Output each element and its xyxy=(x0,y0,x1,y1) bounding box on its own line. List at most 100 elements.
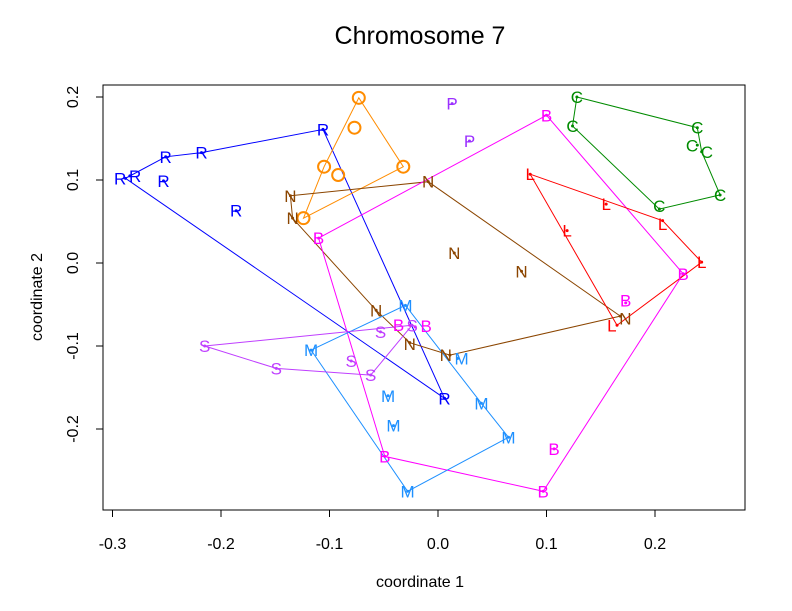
point-marker-N-2 xyxy=(426,180,430,184)
point-S-2: S xyxy=(346,352,357,371)
point-S-4: S xyxy=(365,366,376,385)
x-tick-label: -0.2 xyxy=(207,536,235,553)
point-L-1: L xyxy=(601,195,610,214)
point-marker-N-1 xyxy=(291,216,295,220)
point-marker-L-5 xyxy=(615,323,619,327)
point-O-5 xyxy=(296,211,311,226)
point-N-6: N xyxy=(404,335,416,354)
point-marker-S-4 xyxy=(369,373,373,377)
point-marker-M-4 xyxy=(392,424,396,428)
point-B-5: B xyxy=(421,317,432,336)
point-N-8: N xyxy=(619,310,631,329)
point-marker-L-1 xyxy=(604,202,608,206)
point-marker-B-2 xyxy=(624,301,628,305)
point-marker-N-8 xyxy=(618,314,622,318)
x-tick-label: -0.3 xyxy=(99,536,127,553)
point-O-3 xyxy=(331,168,346,183)
point-C-3: C xyxy=(686,137,698,156)
point-marker-L-2 xyxy=(565,229,569,233)
point-N-2: N xyxy=(422,173,434,192)
point-marker-M-7 xyxy=(406,489,410,493)
point-N-7: N xyxy=(440,346,452,365)
y-tick-label: -0.1 xyxy=(65,332,82,360)
hull-M xyxy=(310,304,510,492)
x-tick-label: 0.0 xyxy=(427,536,449,553)
point-L-3: L xyxy=(658,215,667,234)
point-S-5: S xyxy=(407,316,418,335)
point-marker-L-3 xyxy=(661,219,665,223)
point-marker-R-1 xyxy=(128,174,132,178)
point-O-1 xyxy=(347,120,362,135)
point-B-7: B xyxy=(548,440,559,459)
point-marker-C-3 xyxy=(695,143,699,147)
point-L-5: L xyxy=(607,316,616,335)
y-tick-label: -0.2 xyxy=(65,415,82,443)
point-M-5: M xyxy=(474,394,488,413)
point-C-2: C xyxy=(691,118,703,137)
point-marker-C-5 xyxy=(718,193,722,197)
point-C-5: C xyxy=(714,186,726,205)
point-marker-P-1 xyxy=(467,139,471,143)
point-marker-M-0 xyxy=(403,303,407,307)
point-marker-S-1 xyxy=(274,366,278,370)
point-O-0 xyxy=(351,90,366,105)
point-M-2: M xyxy=(455,349,469,368)
point-B-8: B xyxy=(538,482,549,501)
point-marker-R-3 xyxy=(199,151,203,155)
point-marker-C-0 xyxy=(575,95,579,99)
y-tick-label: 0.0 xyxy=(65,252,82,274)
point-marker-L-4 xyxy=(700,260,704,264)
point-O-4 xyxy=(396,159,411,174)
point-L-0: L xyxy=(525,165,534,184)
point-S-1: S xyxy=(271,359,282,378)
point-marker-B-6 xyxy=(383,454,387,458)
point-R-1: R xyxy=(129,167,141,186)
chart-title: Chromosome 7 xyxy=(335,22,506,50)
point-marker-S-3 xyxy=(378,330,382,334)
point-marker-C-2 xyxy=(695,126,699,130)
point-marker-R-0 xyxy=(124,176,128,180)
point-S-3: S xyxy=(375,323,386,342)
point-marker-B-1 xyxy=(317,236,321,240)
point-B-6: B xyxy=(379,447,390,466)
point-marker-S-5 xyxy=(410,323,414,327)
point-marker-N-0 xyxy=(288,194,292,198)
point-R-4: R xyxy=(157,172,169,191)
point-M-6: M xyxy=(501,428,515,447)
hull-O xyxy=(302,96,405,220)
point-N-4: N xyxy=(515,262,527,281)
point-B-1: B xyxy=(313,229,324,248)
point-marker-B-3 xyxy=(681,272,685,276)
point-marker-S-2 xyxy=(349,359,353,363)
point-B-3: B xyxy=(678,265,689,284)
point-R-2: R xyxy=(160,148,172,167)
point-marker-M-3 xyxy=(386,394,390,398)
point-marker-R-4 xyxy=(161,179,165,183)
point-marker-C-1 xyxy=(571,124,575,128)
point-marker-S-0 xyxy=(203,344,207,348)
point-R-6: R xyxy=(317,120,329,139)
point-P-0: P xyxy=(446,95,457,114)
point-marker-N-4 xyxy=(520,269,524,273)
point-marker-B-7 xyxy=(552,447,556,451)
point-N-0: N xyxy=(284,187,296,206)
point-marker-M-2 xyxy=(456,356,460,360)
point-M-7: M xyxy=(401,482,415,501)
x-axis-label: coordinate 1 xyxy=(376,574,464,591)
point-C-0: C xyxy=(571,88,583,107)
point-marker-C-6 xyxy=(657,207,661,211)
point-R-5: R xyxy=(230,202,242,221)
point-marker-M-6 xyxy=(507,435,511,439)
point-S-0: S xyxy=(199,337,210,356)
point-marker-B-4 xyxy=(408,323,412,327)
point-M-4: M xyxy=(386,417,400,436)
point-M-1: M xyxy=(304,341,318,360)
point-marker-C-4 xyxy=(700,150,704,154)
point-marker-R-7 xyxy=(443,396,447,400)
point-marker-L-0 xyxy=(528,172,532,176)
point-N-3: N xyxy=(448,244,460,263)
point-C-6: C xyxy=(653,197,665,216)
y-tick-label: 0.1 xyxy=(65,169,82,191)
point-marker-N-6 xyxy=(408,341,412,345)
